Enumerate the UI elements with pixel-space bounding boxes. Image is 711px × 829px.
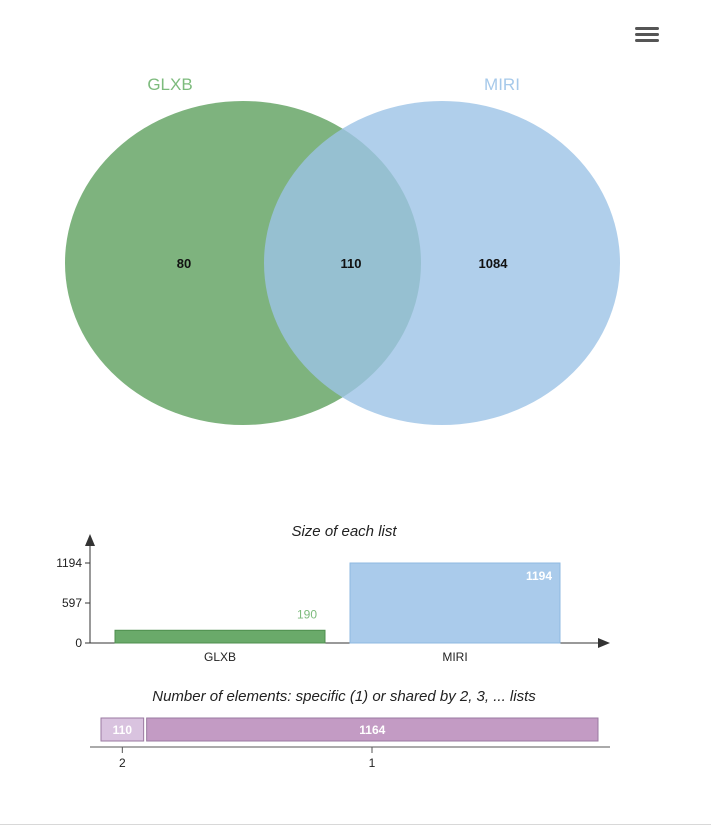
y-axis-arrow <box>85 534 95 546</box>
venn-region-miri-only: 1084 <box>479 256 509 271</box>
size-bar-miri <box>349 562 561 644</box>
bottom-divider <box>0 824 711 825</box>
shared-tick-label: 1 <box>369 756 376 770</box>
venn-region-glxb-only: 80 <box>177 256 191 271</box>
shared-bar-2 <box>100 717 145 742</box>
shared-bar-value-label: 1164 <box>359 723 385 737</box>
size-bars: 190 GLXB 1194 MIRI <box>114 562 561 664</box>
venn-region-intersection: 110 <box>341 256 362 271</box>
y-ticks: 0 597 1194 <box>56 556 90 650</box>
hamburger-menu-icon[interactable] <box>633 24 661 48</box>
shared-chart-title: Number of elements: specific (1) or shar… <box>152 688 536 705</box>
venn-set-label-miri: MIRI <box>484 75 520 94</box>
venn-circle-miri <box>264 101 620 425</box>
y-tick-label: 597 <box>62 596 82 610</box>
y-tick-label: 1194 <box>56 556 82 570</box>
venn-diagram: GLXB MIRI 80 110 1084 <box>65 75 620 425</box>
x-axis-arrow <box>598 638 610 648</box>
shared-bar-1 <box>146 717 599 742</box>
y-tick-label: 0 <box>75 636 82 650</box>
shared-tick-label: 2 <box>119 756 126 770</box>
size-chart: Size of each list 0 597 1194 190 GLXB 1194 MI… <box>56 523 610 664</box>
shared-bar-value-label: 110 <box>113 723 133 737</box>
size-bar-value-label: 190 <box>297 607 317 621</box>
shared-chart: Number of elements: specific (1) or shar… <box>90 688 610 770</box>
size-bar-value-label: 1194 <box>526 569 552 583</box>
size-bar-glxb <box>114 629 326 644</box>
shared-bars: 110 2 1164 1 <box>100 717 599 770</box>
x-tick-label: MIRI <box>442 650 467 664</box>
venn-set-label-glxb: GLXB <box>147 75 192 94</box>
x-tick-label: GLXB <box>204 650 236 664</box>
size-chart-title: Size of each list <box>291 523 397 540</box>
